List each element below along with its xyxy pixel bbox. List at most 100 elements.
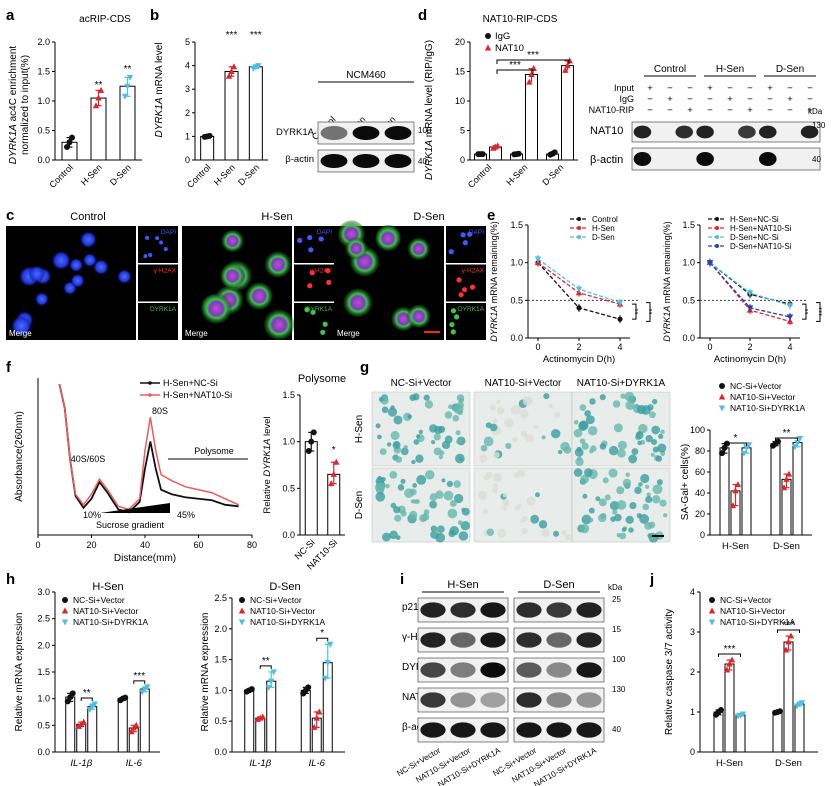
cell — [612, 509, 618, 515]
x-tick-label: 0 — [35, 540, 40, 550]
data-point — [787, 632, 795, 639]
ncm460-title: NCM460 — [346, 70, 386, 81]
data-point — [780, 484, 788, 491]
blot-frame — [631, 147, 821, 171]
cell — [616, 500, 627, 510]
y-tick-label: 0.0 — [682, 333, 695, 343]
sig-bracket — [632, 303, 637, 320]
sig-star: ** — [783, 428, 791, 439]
channel-dot — [163, 246, 168, 251]
sig-bracket — [496, 59, 570, 64]
bar — [248, 66, 263, 161]
panel-a-ylabel-2: normalized to input(%) — [20, 55, 31, 155]
cell — [505, 442, 512, 450]
cell — [517, 469, 526, 478]
merge-label: Merge — [185, 329, 208, 338]
blot-cond-sign: + — [647, 83, 653, 94]
x-tick-label: 60 — [193, 540, 203, 550]
cell — [516, 503, 522, 509]
data-point — [534, 256, 542, 263]
cell — [448, 530, 456, 538]
data-point — [746, 290, 754, 297]
sig-bracket — [724, 442, 747, 446]
data-point — [206, 132, 213, 139]
cell — [425, 470, 435, 480]
sig-bracket — [816, 302, 821, 322]
cell — [221, 229, 244, 253]
cell — [447, 508, 458, 519]
h-left-ylabel: Relative mRNA expression — [14, 613, 25, 732]
sig-star: *** — [226, 30, 238, 41]
cell — [411, 459, 416, 465]
cell — [93, 259, 109, 275]
cell — [452, 414, 460, 422]
cell — [400, 510, 407, 517]
cell — [625, 515, 634, 524]
cell — [400, 447, 409, 456]
y-tick-label: 0 — [460, 155, 465, 165]
data-point — [95, 94, 102, 101]
cell — [477, 490, 487, 500]
channel-dot — [322, 321, 328, 327]
cell — [416, 474, 427, 485]
data-point — [305, 448, 312, 454]
y-tick-label: 1.0 — [37, 96, 50, 106]
blot-band — [420, 632, 446, 648]
cell — [343, 288, 373, 318]
y-tick-label: 20 — [455, 37, 465, 47]
y-tick-label: 1.5 — [37, 67, 50, 77]
cell — [612, 400, 621, 408]
data-point — [708, 619, 716, 626]
panel-b-letter: b — [150, 7, 159, 24]
data-point — [740, 450, 748, 457]
legend-label: NAT10-Si+DYRK1A — [730, 403, 806, 413]
bar — [792, 442, 803, 536]
bar — [300, 689, 311, 753]
y-tick-label: 1.5 — [282, 390, 295, 400]
blot-band — [546, 692, 572, 708]
data-point — [80, 718, 87, 725]
cell — [482, 508, 489, 515]
data-point — [616, 300, 624, 307]
cell — [573, 428, 583, 438]
sig-star: ** — [634, 309, 643, 315]
blot-cond-label: IgG — [619, 94, 634, 104]
sig-bracket — [802, 303, 807, 320]
cell — [412, 483, 418, 488]
blot-cond-sign: + — [787, 94, 793, 105]
blot-band — [576, 632, 602, 648]
cell — [117, 269, 132, 284]
cell — [658, 433, 664, 440]
blot-band — [450, 662, 476, 678]
cell — [52, 251, 71, 270]
cell — [441, 440, 451, 450]
blot-group-label: H-Sen — [716, 64, 744, 75]
cell — [588, 507, 595, 514]
y-tick-label: 0.5 — [510, 295, 523, 305]
data-point — [528, 70, 535, 77]
cell — [448, 404, 453, 410]
y-tick-label: 1.5 — [510, 220, 523, 230]
y-axis-label: Relative DYRK1A level — [262, 416, 273, 513]
data-point — [265, 684, 272, 691]
blot-kda: kDa — [608, 583, 623, 592]
cell — [489, 423, 498, 432]
cell — [407, 237, 430, 261]
blot-cond-sign: − — [707, 94, 713, 105]
blot-band — [759, 151, 777, 167]
cell — [456, 401, 464, 409]
cell — [80, 231, 97, 248]
merge-label: Merge — [9, 329, 32, 338]
cell — [548, 403, 553, 409]
cell — [584, 468, 593, 477]
cell — [640, 473, 650, 484]
sig-bracket — [775, 437, 798, 441]
cell — [565, 534, 571, 541]
cell — [662, 513, 668, 518]
y-tick-label: 20 — [695, 509, 705, 519]
cell — [579, 524, 590, 534]
cell — [534, 492, 540, 498]
